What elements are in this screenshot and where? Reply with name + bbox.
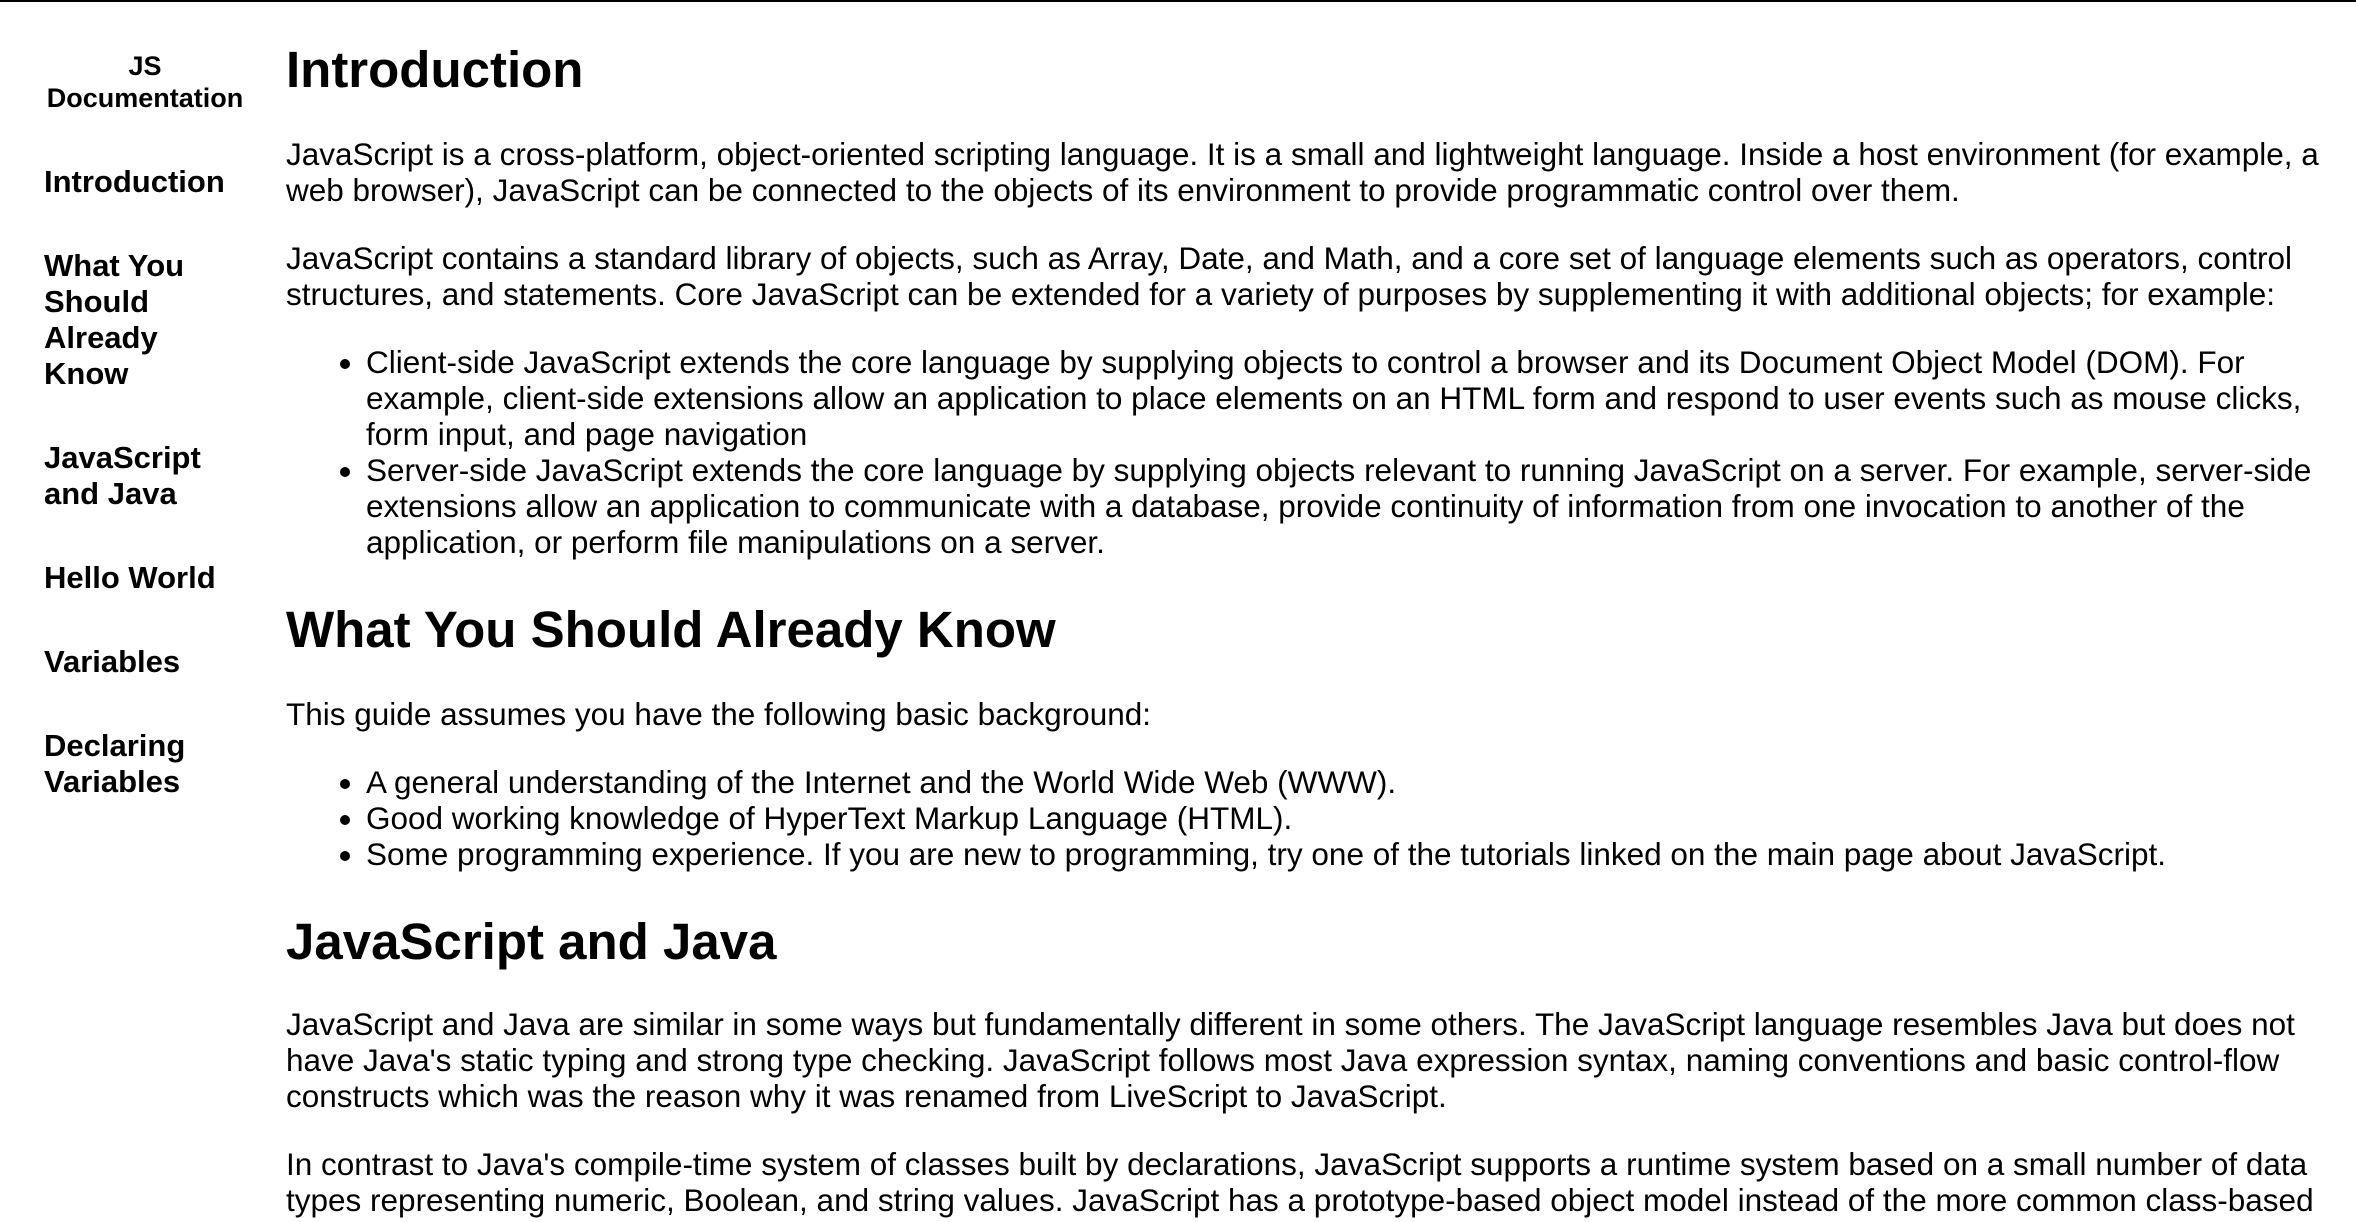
- list-item: Client-side JavaScript extends the core …: [366, 344, 2346, 452]
- know-paragraph-1: This guide assumes you have the followin…: [286, 696, 1152, 732]
- section-title-javascript-and-java: JavaScript and Java: [286, 913, 777, 970]
- nav-link-variables[interactable]: Variables: [44, 644, 181, 679]
- intro-paragraph-1: JavaScript is a cross-platform, object-o…: [286, 136, 2319, 208]
- list-item: Some programming experience. If you are …: [366, 836, 2346, 872]
- know-bullet-list: A general understanding of the Internet …: [286, 764, 2346, 872]
- top-border: [0, 0, 2356, 2]
- list-item: Good working knowledge of HyperText Mark…: [366, 800, 2346, 836]
- main-doc: Introduction JavaScript is a cross-platf…: [286, 2, 2346, 1222]
- nav-link-hello-world[interactable]: Hello World: [44, 560, 216, 595]
- list-item: A general understanding of the Internet …: [366, 764, 2346, 800]
- nav-link-what-you-should-already-know[interactable]: What You Should Already Know: [44, 248, 185, 391]
- nav-link-javascript-and-java[interactable]: JavaScript and Java: [44, 440, 201, 511]
- nav-header: JS Documentation: [46, 51, 244, 113]
- section-title-introduction: Introduction: [286, 41, 584, 98]
- intro-bullet-list: Client-side JavaScript extends the core …: [286, 344, 2346, 560]
- nav-link-introduction[interactable]: Introduction: [44, 164, 225, 199]
- java-paragraph-2: In contrast to Java's compile-time syste…: [286, 1146, 2314, 1222]
- section-title-what-you-should-already-know: What You Should Already Know: [286, 601, 1056, 658]
- java-paragraph-1: JavaScript and Java are similar in some …: [286, 1006, 2295, 1114]
- intro-paragraph-2: JavaScript contains a standard library o…: [286, 240, 2293, 312]
- sidebar-nav: JS Documentation Introduction What You S…: [0, 2, 270, 1222]
- nav-link-declaring-variables[interactable]: Declaring Variables: [44, 728, 186, 799]
- list-item: Server-side JavaScript extends the core …: [366, 452, 2346, 560]
